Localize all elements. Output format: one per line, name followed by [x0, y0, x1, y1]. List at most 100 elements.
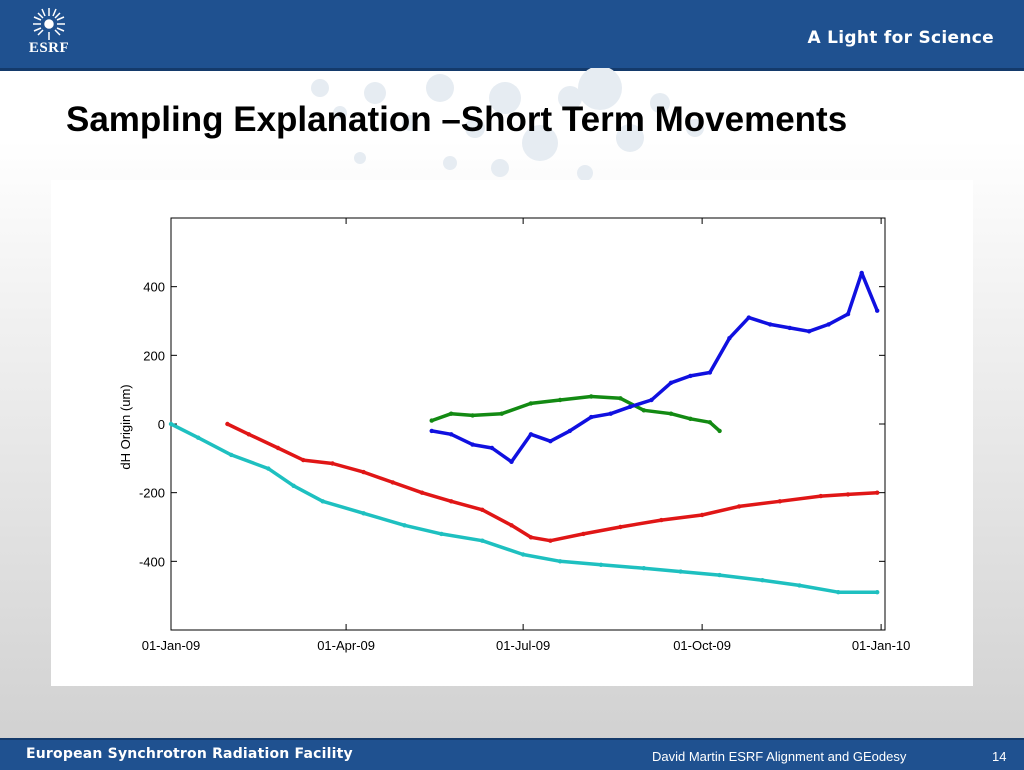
data-point: [449, 432, 454, 437]
data-point: [589, 394, 594, 399]
data-point: [875, 308, 880, 313]
data-point: [429, 418, 434, 423]
y-tick-label: -400: [139, 554, 165, 569]
data-point: [688, 373, 693, 379]
data-point: [330, 461, 335, 466]
series-2: [429, 394, 722, 434]
data-point: [390, 480, 395, 485]
decorative-bubbles: [311, 68, 704, 181]
data-point: [875, 490, 880, 495]
data-point: [528, 535, 534, 540]
data-point: [419, 490, 425, 495]
y-tick-label: 400: [143, 280, 165, 295]
data-point: [736, 504, 742, 509]
data-point: [641, 566, 646, 571]
data-point: [528, 401, 534, 406]
data-point: [627, 404, 633, 409]
data-point: [225, 421, 230, 427]
series-trace: [431, 271, 879, 464]
y-tick-label: 0: [158, 417, 165, 432]
plot-area: [170, 217, 886, 631]
data-point: [548, 439, 553, 444]
data-point: [641, 408, 646, 413]
data-point: [509, 523, 514, 528]
data-point: [787, 325, 792, 331]
data-point: [717, 428, 722, 434]
footer-organization: European Synchrotron Radiation Facility: [26, 746, 353, 762]
data-point: [480, 507, 485, 512]
data-point: [301, 457, 306, 463]
data-point: [557, 559, 563, 564]
data-point: [320, 499, 325, 504]
data-point: [727, 336, 732, 341]
y-tick-label: -200: [139, 486, 165, 501]
slide-title: Sampling Explanation –Short Term Movemen…: [66, 100, 848, 139]
y-axis-label: dH Origin (um): [118, 384, 133, 469]
page-number: 14: [992, 749, 1007, 764]
data-point: [449, 411, 454, 416]
data-point: [717, 572, 722, 578]
data-point: [509, 459, 514, 464]
data-point: [649, 397, 654, 403]
data-point: [480, 538, 485, 543]
data-point: [567, 428, 572, 434]
chart-panel: 01-Jan-09 01-Apr-09 01-Jul-09 01-Oct-09 01-J…: [51, 180, 973, 686]
data-point: [608, 411, 613, 416]
esrf-logo: [33, 8, 65, 40]
data-point: [678, 569, 683, 574]
data-point: [688, 416, 693, 421]
series-3: [429, 270, 880, 464]
data-point: [598, 562, 604, 567]
data-point: [291, 483, 296, 488]
data-point: [229, 452, 234, 458]
data-point: [439, 531, 444, 537]
data-point: [196, 435, 201, 440]
slide-header: ESRF A Light for Science: [0, 0, 1024, 71]
data-point: [845, 311, 851, 317]
data-point: [859, 270, 864, 276]
data-point: [470, 413, 475, 418]
slide-footer: European Synchrotron Radiation Facility …: [0, 738, 1024, 770]
data-point: [836, 590, 841, 595]
data-point: [618, 524, 623, 530]
data-point: [168, 421, 174, 427]
data-point: [806, 329, 812, 334]
data-point: [589, 414, 594, 420]
logo-text: ESRF: [28, 40, 70, 56]
x-tick-label: 01-Jul-09: [496, 638, 550, 653]
data-point: [246, 432, 251, 437]
data-point: [818, 493, 823, 499]
data-point: [797, 583, 802, 588]
data-point: [520, 552, 526, 557]
y-tick-label: 200: [143, 348, 165, 363]
series-0: [225, 421, 880, 543]
series-trace: [226, 422, 878, 543]
data-point: [581, 531, 586, 537]
data-point: [470, 442, 475, 447]
data-point: [707, 370, 713, 375]
data-point: [429, 428, 434, 434]
x-tick-label: 01-Jan-09: [142, 638, 201, 653]
data-point: [760, 578, 765, 583]
data-point: [275, 445, 281, 451]
data-point: [668, 411, 674, 416]
scatter-chart: 01-Jan-09 01-Apr-09 01-Jul-09 01-Oct-09 01-J…: [118, 217, 911, 653]
data-point: [668, 380, 674, 385]
data-point: [361, 469, 366, 475]
series-trace: [170, 422, 878, 594]
data-point: [449, 499, 454, 504]
tagline: A Light for Science: [807, 28, 994, 48]
data-point: [659, 517, 664, 523]
x-tick-label: 01-Jan-10: [852, 638, 911, 653]
data-point: [489, 445, 495, 451]
x-tick-label: 01-Apr-09: [317, 638, 375, 653]
data-point: [548, 538, 553, 543]
footer-credit: David Martin ESRF Alignment and GEodesy: [652, 749, 907, 764]
data-point: [699, 512, 705, 518]
data-point: [707, 420, 713, 425]
data-point: [266, 466, 271, 471]
data-point: [768, 322, 773, 327]
data-point: [777, 499, 783, 504]
data-point: [528, 432, 534, 437]
data-point: [557, 397, 563, 403]
